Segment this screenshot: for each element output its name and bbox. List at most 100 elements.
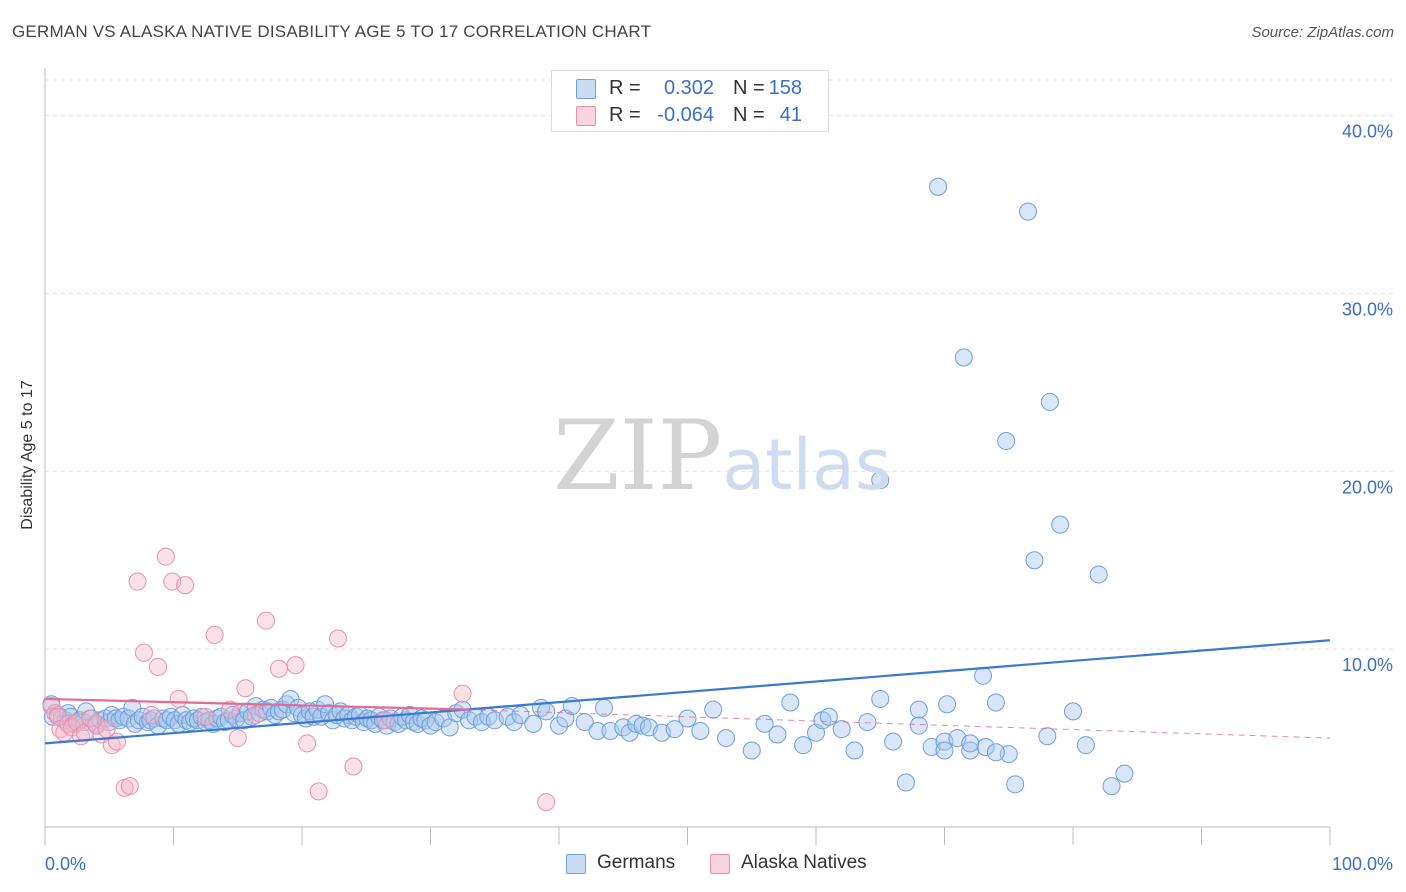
stats-r-value: -0.064 bbox=[657, 104, 714, 126]
point-germans bbox=[832, 720, 851, 739]
stats-swatch-germans bbox=[576, 79, 596, 99]
point-germans bbox=[1064, 702, 1082, 721]
point-alaska-natives bbox=[309, 782, 328, 801]
point-germans bbox=[858, 713, 877, 732]
point-alaska-natives bbox=[269, 659, 288, 678]
point-germans bbox=[884, 732, 903, 751]
legend-label-alaska-natives: Alaska Natives bbox=[741, 852, 867, 873]
point-germans bbox=[1076, 736, 1095, 755]
point-alaska-natives bbox=[176, 576, 195, 595]
point-alaska-natives bbox=[134, 643, 153, 662]
point-germans bbox=[986, 743, 1005, 762]
trend-lines bbox=[44, 639, 1331, 745]
point-alaska-natives bbox=[286, 656, 305, 675]
point-germans bbox=[997, 432, 1016, 451]
point-alaska-natives bbox=[156, 547, 175, 566]
point-alaska-natives bbox=[142, 705, 161, 724]
point-germans bbox=[1115, 764, 1134, 783]
point-alaska-natives bbox=[376, 711, 395, 730]
stats-r-label: R = bbox=[609, 77, 641, 99]
point-alaska-natives bbox=[221, 700, 240, 719]
trend-line-germans bbox=[44, 639, 1331, 745]
point-alaska-natives bbox=[196, 707, 215, 726]
point-germans bbox=[909, 716, 928, 735]
watermark-atlas: atlas bbox=[722, 424, 892, 506]
point-germans bbox=[1089, 565, 1108, 584]
point-germans bbox=[316, 695, 335, 714]
y-tick-label: 10.0% bbox=[1342, 655, 1393, 675]
watermark-zip: ZIP bbox=[553, 400, 723, 512]
point-alaska-natives bbox=[120, 777, 139, 796]
point-germans bbox=[781, 693, 800, 712]
point-germans bbox=[1051, 515, 1070, 534]
y-tick-label: 30.0% bbox=[1342, 299, 1393, 319]
point-germans bbox=[537, 702, 556, 721]
point-germans bbox=[819, 707, 838, 726]
legend-swatch-germans bbox=[566, 854, 586, 874]
point-germans bbox=[717, 729, 736, 748]
point-germans bbox=[524, 714, 543, 733]
legend-label-germans: Germans bbox=[597, 852, 676, 873]
watermark: ZIPatlas bbox=[553, 400, 891, 512]
stats-r-value: 0.302 bbox=[663, 77, 714, 99]
point-germans bbox=[505, 713, 524, 732]
point-alaska-natives bbox=[102, 736, 121, 755]
stats-n-value: 41 bbox=[779, 104, 802, 126]
point-germans bbox=[986, 693, 1005, 712]
point-germans bbox=[974, 666, 993, 685]
point-alaska-natives bbox=[453, 684, 472, 703]
point-germans bbox=[588, 721, 607, 740]
point-alaska-natives bbox=[46, 704, 65, 723]
point-germans bbox=[742, 741, 761, 760]
point-germans bbox=[1019, 202, 1038, 221]
point-alaska-natives bbox=[169, 689, 188, 708]
point-germans bbox=[909, 700, 928, 719]
point-germans bbox=[896, 773, 915, 792]
point-alaska-natives bbox=[298, 734, 317, 753]
point-germans bbox=[961, 734, 980, 753]
point-alaska-natives bbox=[87, 714, 106, 733]
point-alaska-natives bbox=[246, 705, 265, 724]
point-alaska-natives bbox=[537, 793, 556, 812]
chart-title: GERMAN VS ALASKA NATIVE DISABILITY AGE 5… bbox=[12, 22, 652, 41]
grid-lines bbox=[45, 79, 1395, 650]
point-alaska-natives bbox=[236, 679, 255, 698]
scatter-points bbox=[42, 177, 1134, 812]
stats-swatch-alaska-natives bbox=[576, 106, 596, 126]
y-axis-label: Disability Age 5 to 17 bbox=[19, 380, 36, 530]
chart-source: Source: ZipAtlas.com bbox=[1251, 24, 1394, 41]
stats-n-label: N = bbox=[733, 77, 765, 99]
stats-row-alaska-natives: R = -0.064 N = 41 bbox=[552, 102, 828, 128]
stats-n-label: N = bbox=[733, 104, 765, 126]
point-germans bbox=[768, 725, 787, 744]
point-germans bbox=[1025, 551, 1044, 570]
point-alaska-natives bbox=[128, 572, 147, 591]
legend-swatch-alaska-natives bbox=[710, 854, 730, 874]
point-alaska-natives bbox=[205, 625, 224, 644]
stats-row-germans: R = 0.302 N = 158 bbox=[552, 75, 828, 101]
point-germans bbox=[1006, 775, 1025, 794]
stats-r-label: R = bbox=[609, 104, 641, 126]
point-germans bbox=[704, 700, 723, 719]
stats-box: R = 0.302 N = 158 R = -0.064 N = 41 bbox=[551, 70, 829, 132]
point-alaska-natives bbox=[228, 729, 247, 748]
y-tick-label: 20.0% bbox=[1342, 477, 1393, 497]
point-germans bbox=[871, 471, 890, 490]
point-germans bbox=[1040, 392, 1059, 411]
point-germans bbox=[871, 689, 890, 708]
point-germans bbox=[954, 348, 973, 367]
point-germans bbox=[691, 721, 710, 740]
point-alaska-natives bbox=[257, 611, 276, 630]
y-tick-label: 40.0% bbox=[1342, 122, 1393, 142]
point-germans bbox=[665, 720, 684, 739]
point-alaska-natives bbox=[344, 757, 363, 776]
tick-labels: 10.0% 20.0% 30.0% 40.0% 0.0% 100.0% bbox=[45, 122, 1393, 874]
trend-line-alaska-natives bbox=[44, 697, 470, 711]
point-alaska-natives bbox=[107, 732, 126, 751]
point-germans bbox=[550, 716, 568, 735]
stats-n-value: 158 bbox=[768, 77, 802, 99]
point-germans bbox=[678, 709, 697, 728]
point-germans bbox=[929, 177, 948, 196]
x-tick-label: 0.0% bbox=[45, 854, 86, 874]
